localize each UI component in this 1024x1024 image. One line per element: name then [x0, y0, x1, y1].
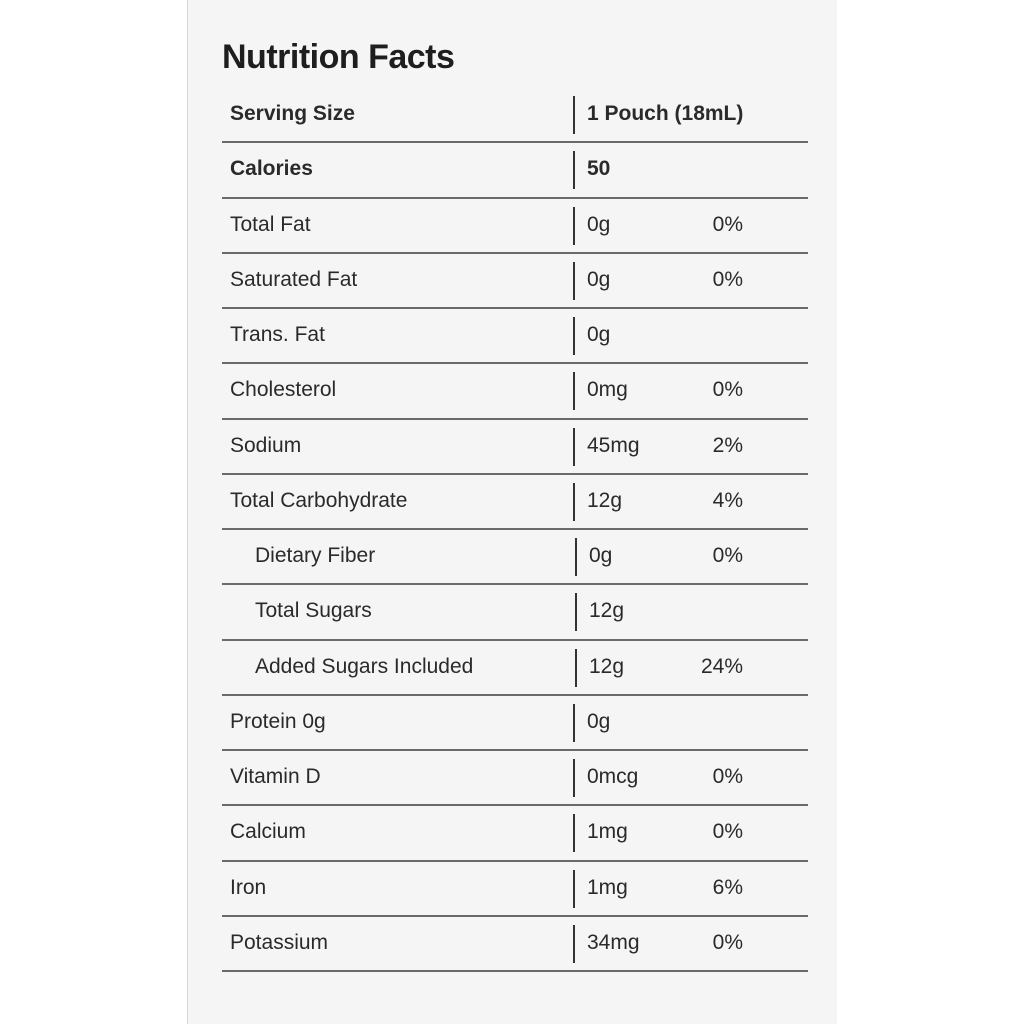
table-row: Total Carbohydrate 12g 4%	[222, 475, 808, 530]
nutrient-label: Serving Size	[230, 102, 355, 125]
nutrient-label: Trans. Fat	[230, 323, 325, 346]
daily-value-percent: 0%	[712, 820, 743, 844]
daily-value-percent: 0%	[712, 765, 743, 788]
daily-value-percent: 24%	[700, 654, 743, 678]
nutrient-amount: 1mg	[587, 875, 628, 899]
table-row: Total Sugars 12g	[222, 585, 808, 641]
column-divider	[573, 317, 575, 355]
daily-value-percent: 0%	[712, 212, 743, 236]
column-divider	[573, 869, 575, 908]
nutrient-label: Potassium	[230, 930, 329, 954]
table-row: Sodium 45mg 2%	[222, 420, 808, 475]
nutrient-amount: 0g	[589, 544, 613, 567]
table-row: Trans. Fat 0g	[222, 309, 808, 365]
table-row: Cholesterol 0mg 0%	[222, 364, 808, 420]
nutrient-amount: 0g	[587, 323, 611, 346]
column-divider	[573, 924, 575, 963]
table-row: Vitamin D 0mcg 0%	[222, 751, 808, 807]
column-divider	[575, 648, 577, 687]
nutrient-label: Protein 0g	[230, 709, 326, 733]
nutrient-label: Calcium	[230, 820, 306, 844]
page-title: Nutrition Facts	[222, 38, 455, 76]
nutrient-label: Cholesterol	[230, 378, 337, 402]
daily-value-percent: 0%	[712, 267, 743, 291]
nutrition-panel	[187, 0, 837, 1024]
nutrient-amount: 34mg	[587, 930, 640, 954]
column-divider	[573, 96, 575, 134]
nutrient-label: Saturated Fat	[230, 267, 358, 291]
daily-value-percent: 2%	[712, 433, 743, 457]
nutrient-amount: 1mg	[587, 820, 628, 844]
nutrition-table: Serving Size 1 Pouch (18mL) Calories 50 Tota…	[222, 88, 808, 972]
nutrient-label: Iron	[230, 875, 267, 899]
nutrient-label: Total Fat	[230, 212, 311, 236]
nutrient-label: Dietary Fiber	[255, 544, 376, 567]
column-divider	[573, 482, 575, 521]
table-row: Total Fat 0g 0%	[222, 199, 808, 254]
column-divider	[573, 703, 575, 742]
nutrient-label: Vitamin D	[230, 765, 321, 788]
table-row: Protein 0g 0g	[222, 696, 808, 751]
column-divider	[573, 206, 575, 245]
column-divider	[573, 151, 575, 190]
table-row: Calcium 1mg 0%	[222, 806, 808, 862]
daily-value-percent: 0%	[712, 930, 743, 954]
column-divider	[573, 427, 575, 466]
nutrient-label: Total Sugars	[255, 599, 372, 623]
daily-value-percent: 4%	[712, 488, 743, 512]
daily-value-percent: 0%	[712, 378, 743, 402]
column-divider	[575, 593, 577, 632]
nutrient-amount: 12g	[587, 488, 623, 512]
table-row: Saturated Fat 0g 0%	[222, 254, 808, 309]
nutrient-label: Total Carbohydrate	[230, 488, 408, 512]
nutrient-amount: 0g	[587, 212, 611, 236]
table-row: Iron 1mg 6%	[222, 862, 808, 917]
nutrient-amount: 12g	[589, 599, 625, 623]
nutrient-amount: 50	[587, 157, 611, 181]
table-row: Potassium 34mg 0%	[222, 917, 808, 972]
nutrient-amount: 12g	[589, 654, 625, 678]
table-row: Dietary Fiber 0g 0%	[222, 530, 808, 586]
column-divider	[573, 261, 575, 300]
nutrient-amount: 0mg	[587, 378, 628, 402]
nutrient-amount: 0g	[587, 267, 611, 291]
nutrient-label: Calories	[230, 157, 313, 181]
nutrient-label: Sodium	[230, 433, 302, 457]
nutrient-amount: 45mg	[587, 433, 640, 457]
column-divider	[575, 538, 577, 576]
nutrient-amount: 1 Pouch (18mL)	[587, 102, 744, 125]
table-row: Added Sugars Included 12g 24%	[222, 641, 808, 696]
column-divider	[573, 372, 575, 411]
nutrient-label: Added Sugars Included	[255, 654, 474, 678]
daily-value-percent: 0%	[712, 544, 743, 567]
daily-value-percent: 6%	[712, 875, 743, 899]
nutrient-amount: 0mcg	[587, 765, 639, 788]
nutrient-amount: 0g	[587, 709, 611, 733]
column-divider	[573, 759, 575, 797]
column-divider	[573, 814, 575, 853]
table-row: Serving Size 1 Pouch (18mL)	[222, 88, 808, 144]
table-row: Calories 50	[222, 143, 808, 199]
